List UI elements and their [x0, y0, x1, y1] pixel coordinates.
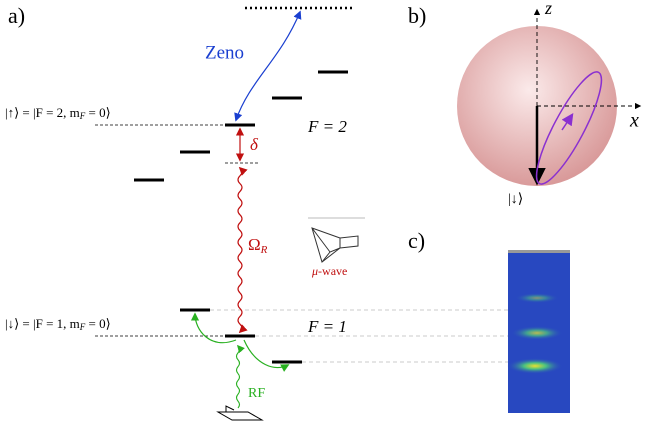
zeno-arrow [236, 12, 300, 120]
antenna-icon [218, 406, 262, 420]
f2-label: F = 2 [307, 117, 347, 136]
rf-label: RF [248, 386, 265, 401]
rf-wave [237, 346, 240, 408]
guide-lines [95, 125, 258, 336]
cloud [511, 326, 563, 340]
cloud [507, 358, 563, 374]
down-state-label: |↓⟩ = |F = 1, mF = 0⟩ [5, 316, 111, 332]
rf-arrows [195, 314, 288, 368]
panel-label: c) [408, 228, 425, 253]
zeno-label: Zeno [205, 42, 244, 63]
cloud [515, 293, 559, 303]
panel-label: b) [408, 3, 426, 28]
down-state-ket: |↓⟩ [508, 192, 523, 207]
rabi-wave [238, 168, 242, 332]
up-state-label: |↑⟩ = |F = 2, mF = 0⟩ [5, 105, 111, 121]
figure: a) Zeno |↑⟩ = |F = 2, mF = 0⟩ |↓⟩ = |F =… [0, 0, 646, 430]
z-axis-label: z [544, 0, 552, 18]
x-axis-label: x [629, 110, 639, 132]
microwave-label: μ-wave [311, 264, 347, 278]
horn-icon [308, 218, 365, 262]
detuning-label: δ [250, 135, 259, 154]
f1-label: F = 1 [307, 317, 347, 336]
rabi-label: ΩR [248, 235, 268, 256]
image-edge [508, 250, 570, 253]
panel-label: a) [8, 3, 25, 28]
